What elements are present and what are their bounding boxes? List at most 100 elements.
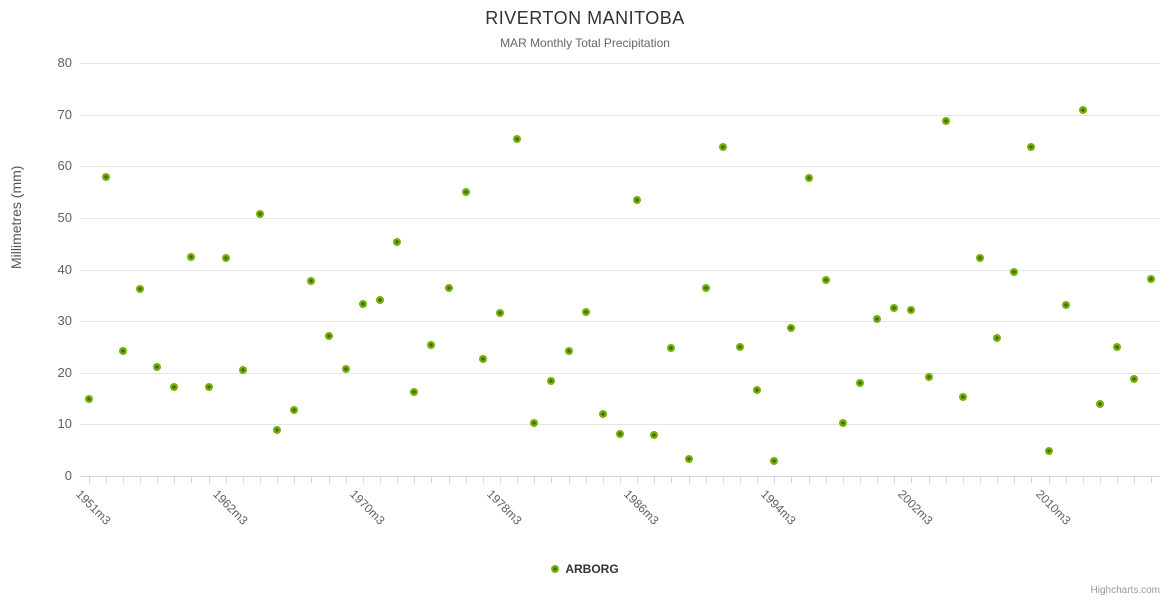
data-point[interactable] xyxy=(564,346,573,355)
data-point[interactable] xyxy=(341,364,350,373)
data-point[interactable] xyxy=(667,343,676,352)
data-point[interactable] xyxy=(633,196,642,205)
data-point[interactable] xyxy=(736,343,744,352)
x-axis-tick xyxy=(380,477,381,483)
data-point[interactable] xyxy=(718,143,727,152)
data-point[interactable] xyxy=(684,455,693,464)
highcharts-credits-link[interactable]: Highcharts.com xyxy=(1090,585,1160,596)
chart-title: RIVERTON MANITOBA xyxy=(485,8,685,28)
data-point[interactable] xyxy=(170,383,179,392)
data-point[interactable] xyxy=(1027,143,1036,152)
data-point[interactable] xyxy=(616,430,624,439)
data-point[interactable] xyxy=(1113,343,1122,352)
data-point[interactable] xyxy=(890,303,899,312)
data-point[interactable] xyxy=(924,372,933,381)
legend-marker-icon xyxy=(551,565,560,573)
data-point[interactable] xyxy=(187,252,196,261)
data-point[interactable] xyxy=(307,277,316,286)
data-point[interactable] xyxy=(496,309,504,318)
x-axis-tick xyxy=(877,477,879,483)
x-axis-tick xyxy=(362,477,364,483)
data-point[interactable] xyxy=(941,116,950,125)
data-point[interactable] xyxy=(838,418,847,427)
data-point[interactable] xyxy=(804,173,813,182)
x-axis-tick xyxy=(671,477,673,483)
data-point[interactable] xyxy=(290,406,299,415)
data-point[interactable] xyxy=(238,365,247,374)
x-axis-tick xyxy=(757,477,759,483)
x-axis-tick xyxy=(551,477,553,483)
data-point[interactable] xyxy=(1044,446,1053,455)
data-point[interactable] xyxy=(376,296,384,305)
x-axis-tick xyxy=(105,477,107,483)
data-point[interactable] xyxy=(393,238,402,247)
legend-series-label[interactable]: ARBORG xyxy=(565,562,619,576)
data-point[interactable] xyxy=(101,172,110,181)
data-point[interactable] xyxy=(650,431,659,440)
data-point[interactable] xyxy=(1061,301,1070,310)
x-axis-tick xyxy=(980,477,981,483)
data-point[interactable] xyxy=(547,377,556,385)
x-axis-tick xyxy=(397,477,399,483)
data-point[interactable] xyxy=(410,387,419,396)
data-point[interactable] xyxy=(598,410,607,419)
data-point[interactable] xyxy=(1010,268,1019,277)
y-gridline xyxy=(80,166,1160,168)
x-axis-tick xyxy=(1048,477,1050,483)
x-axis-label: 1994m3 xyxy=(758,487,799,528)
data-point[interactable] xyxy=(581,307,590,316)
x-axis-tick xyxy=(860,477,861,483)
y-gridline xyxy=(80,424,1160,426)
data-point[interactable] xyxy=(84,394,93,403)
data-point[interactable] xyxy=(444,284,453,293)
data-point[interactable] xyxy=(118,346,127,355)
data-point[interactable] xyxy=(153,362,162,371)
x-axis-tick xyxy=(328,477,330,483)
data-point[interactable] xyxy=(256,209,264,218)
plot-area xyxy=(80,63,1160,477)
x-axis-tick xyxy=(1065,477,1067,483)
x-axis-tick xyxy=(500,477,501,483)
data-point[interactable] xyxy=(136,285,144,294)
x-axis-tick xyxy=(654,477,656,483)
data-point[interactable] xyxy=(358,300,367,309)
x-axis-tick xyxy=(705,477,707,483)
data-point[interactable] xyxy=(1078,105,1087,114)
x-axis-label: 1986m3 xyxy=(621,487,662,528)
x-axis-tick xyxy=(88,477,90,483)
x-axis-tick xyxy=(448,477,450,483)
data-point[interactable] xyxy=(273,426,282,435)
data-point[interactable] xyxy=(701,283,710,292)
legend[interactable]: ARBORG xyxy=(0,562,1170,576)
data-point[interactable] xyxy=(324,332,333,341)
data-point[interactable] xyxy=(976,253,984,262)
x-axis-tick xyxy=(465,477,467,483)
data-point[interactable] xyxy=(427,340,436,349)
x-axis-tick xyxy=(1117,477,1119,483)
data-point[interactable] xyxy=(993,334,1002,343)
data-point[interactable] xyxy=(1130,375,1139,384)
x-axis-label: 1962m3 xyxy=(209,487,251,528)
data-point[interactable] xyxy=(787,323,796,332)
x-axis-tick xyxy=(568,477,570,483)
y-gridline xyxy=(80,372,1160,374)
data-point[interactable] xyxy=(821,275,830,284)
data-point[interactable] xyxy=(204,383,213,392)
data-point[interactable] xyxy=(856,379,864,388)
x-axis-tick xyxy=(157,477,159,483)
data-point[interactable] xyxy=(958,393,967,401)
data-point[interactable] xyxy=(513,134,522,143)
data-point[interactable] xyxy=(1147,275,1156,284)
data-point[interactable] xyxy=(770,456,779,465)
data-point[interactable] xyxy=(530,418,539,427)
data-point[interactable] xyxy=(221,254,230,263)
y-gridline xyxy=(80,321,1160,323)
data-point[interactable] xyxy=(907,306,916,315)
data-point[interactable] xyxy=(461,187,470,196)
x-axis-label: 1951m3 xyxy=(72,487,114,528)
data-point[interactable] xyxy=(753,386,762,395)
x-axis-tick xyxy=(945,477,947,483)
data-point[interactable] xyxy=(873,314,882,323)
data-point[interactable] xyxy=(478,355,487,364)
data-point[interactable] xyxy=(1096,400,1104,409)
